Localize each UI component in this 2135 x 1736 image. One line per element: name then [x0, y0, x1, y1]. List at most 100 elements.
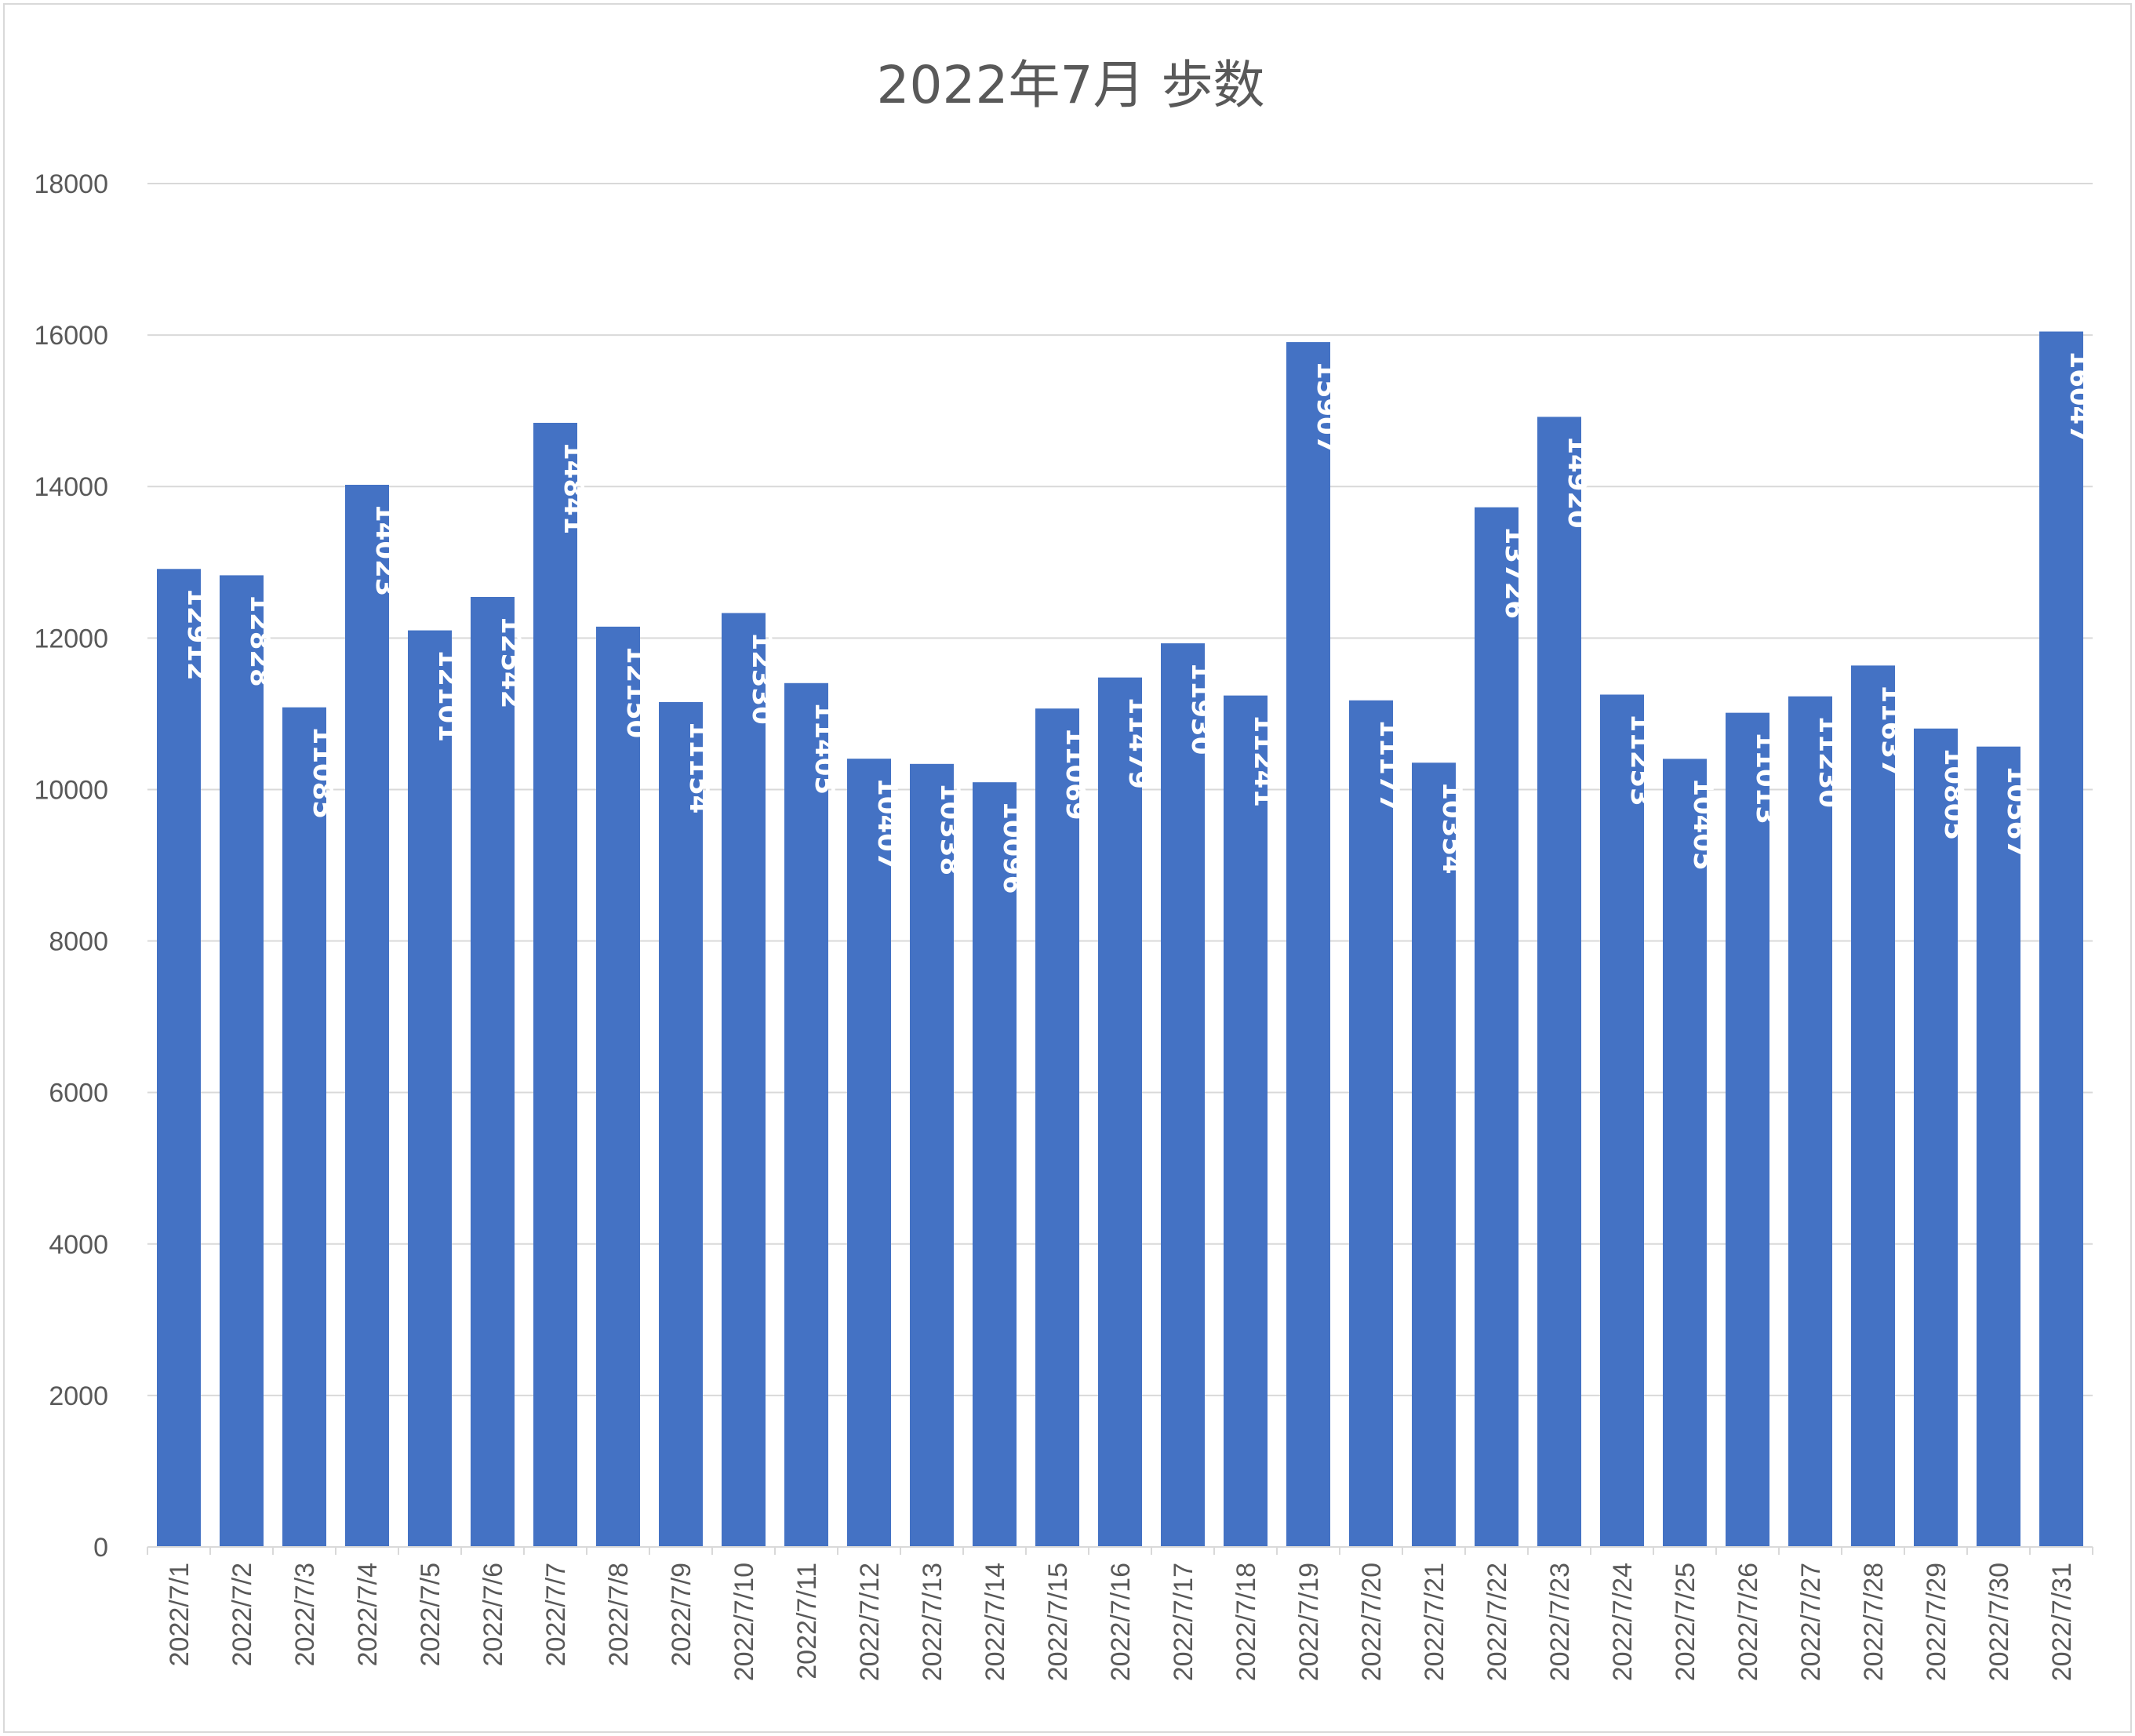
- bar: [1600, 694, 1644, 1548]
- data-label: 11930: [1185, 662, 1217, 755]
- bar: [1788, 696, 1832, 1548]
- y-tick-label: 14000: [34, 472, 108, 502]
- x-tick-label: 2022/7/31: [2047, 1563, 2077, 1681]
- x-tick-label: 2022/7/7: [541, 1563, 571, 1666]
- x-tick-label: 2022/7/8: [604, 1563, 634, 1666]
- data-label: 11177: [1373, 719, 1405, 812]
- x-tick-label: 2022/7/11: [792, 1563, 822, 1680]
- bar: [1475, 507, 1519, 1548]
- x-axis: 2022/7/1 2022/7/2 2022/7/3 2022/7/4 2022/7/5…: [147, 1546, 2093, 1681]
- x-tick-label: 2022/7/17: [1169, 1563, 1198, 1681]
- data-label: 14920: [1562, 435, 1593, 528]
- x-tick-label: 2022/7/24: [1608, 1563, 1638, 1681]
- data-label: 10567: [2001, 766, 2032, 858]
- data-label: 13726: [1499, 526, 1530, 619]
- y-tick-label: 10000: [34, 775, 108, 805]
- x-tick-label: 2022/7/14: [980, 1563, 1010, 1681]
- x-tick-label: 2022/7/16: [1106, 1563, 1136, 1681]
- data-label: 11085: [307, 726, 338, 819]
- data-label: 12150: [620, 646, 652, 738]
- data-label: 14841: [558, 442, 589, 534]
- bar: [1663, 759, 1707, 1547]
- x-tick-label: 2022/7/22: [1482, 1563, 1512, 1681]
- chart-area: 2022年7月 歩数 0 2000 4000 6000 8000 10000 12000 14…: [3, 3, 2132, 1733]
- bar: [784, 682, 828, 1547]
- bar: [1161, 643, 1205, 1547]
- bar: [1726, 712, 1769, 1547]
- bar: [659, 702, 703, 1547]
- x-tick-label: 2022/7/3: [290, 1563, 320, 1666]
- chart-title: 2022年7月 歩数: [877, 55, 1265, 115]
- data-label: 10805: [1938, 748, 1970, 840]
- x-tick-label: 2022/7/30: [1984, 1563, 2014, 1681]
- data-label: 10354: [1436, 781, 1468, 874]
- y-tick-label: 6000: [49, 1079, 108, 1108]
- bar: [1349, 700, 1393, 1547]
- x-tick-label: 2022/7/10: [729, 1563, 759, 1681]
- x-tick-label: 2022/7/26: [1733, 1563, 1763, 1681]
- x-tick-label: 2022/7/9: [667, 1563, 697, 1666]
- data-label: 14023: [369, 504, 401, 596]
- data-label: 11154: [683, 721, 715, 813]
- x-tick-label: 2022/7/13: [918, 1563, 947, 1681]
- bar: [596, 626, 640, 1547]
- x-tick-label: 2022/7/5: [416, 1563, 446, 1666]
- bar: [1224, 695, 1268, 1547]
- bar: [1098, 677, 1142, 1547]
- x-tick-label: 2022/7/27: [1796, 1563, 1826, 1681]
- data-label: 11479: [1122, 697, 1154, 789]
- x-tick-label: 2022/7/19: [1294, 1563, 1324, 1681]
- data-label: 12330: [746, 631, 777, 724]
- x-tick-label: 2022/7/2: [227, 1563, 257, 1666]
- bar: [722, 613, 766, 1547]
- bar: [1035, 708, 1079, 1547]
- bar: [2039, 331, 2083, 1547]
- bar: [408, 630, 452, 1547]
- bar: [1537, 417, 1581, 1547]
- y-tick-label: 12000: [34, 624, 108, 653]
- bar: [1412, 762, 1456, 1547]
- x-tick-label: 2022/7/21: [1420, 1563, 1449, 1681]
- bar: [471, 597, 515, 1547]
- bar: [1851, 665, 1895, 1547]
- data-label: 11253: [1624, 713, 1656, 806]
- data-label: 12101: [432, 650, 464, 742]
- data-label: 11069: [1060, 727, 1091, 820]
- x-tick-label: 2022/7/15: [1043, 1563, 1073, 1681]
- y-tick-label: 4000: [49, 1230, 108, 1260]
- bar: [157, 569, 201, 1547]
- bar-chart: 2022年7月 歩数 0 2000 4000 6000 8000 10000 12000 14…: [34, 55, 2095, 1681]
- data-label: 11230: [1813, 715, 1844, 808]
- x-tick-label: 2022/7/29: [1922, 1563, 1951, 1681]
- x-tick-label: 2022/7/6: [478, 1563, 508, 1666]
- bar: [345, 485, 389, 1547]
- y-tick-label: 18000: [34, 169, 108, 199]
- bar: [282, 707, 326, 1548]
- x-tick-label: 2022/7/20: [1357, 1563, 1387, 1681]
- data-label: 12828: [244, 594, 275, 686]
- x-tick-label: 2022/7/23: [1545, 1563, 1575, 1681]
- x-tick-label: 2022/7/12: [855, 1563, 885, 1681]
- y-axis: 0 2000 4000 6000 8000 10000 12000 14000 16000 180…: [34, 169, 108, 1563]
- y-tick-label: 2000: [49, 1381, 108, 1411]
- bar: [220, 575, 264, 1547]
- bar: [910, 763, 954, 1547]
- data-label: 10096: [997, 801, 1028, 893]
- y-tick-label: 0: [93, 1533, 108, 1563]
- data-label: 11637: [1875, 684, 1907, 777]
- data-label: 11405: [809, 702, 840, 795]
- bar: [847, 759, 891, 1547]
- bar: [533, 423, 577, 1547]
- data-label: 11241: [1248, 715, 1279, 807]
- x-tick-label: 2022/7/1: [165, 1563, 195, 1666]
- x-tick-label: 2022/7/28: [1859, 1563, 1889, 1681]
- bar: [973, 782, 1017, 1547]
- y-tick-label: 8000: [49, 927, 108, 957]
- data-label: 12912: [181, 588, 213, 680]
- data-label: 15907: [1311, 361, 1342, 453]
- x-tick-label: 2022/7/18: [1231, 1563, 1261, 1681]
- y-tick-label: 16000: [34, 321, 108, 351]
- data-label: 10407: [871, 777, 903, 870]
- bar: [1914, 728, 1958, 1547]
- bar: [1977, 746, 2020, 1547]
